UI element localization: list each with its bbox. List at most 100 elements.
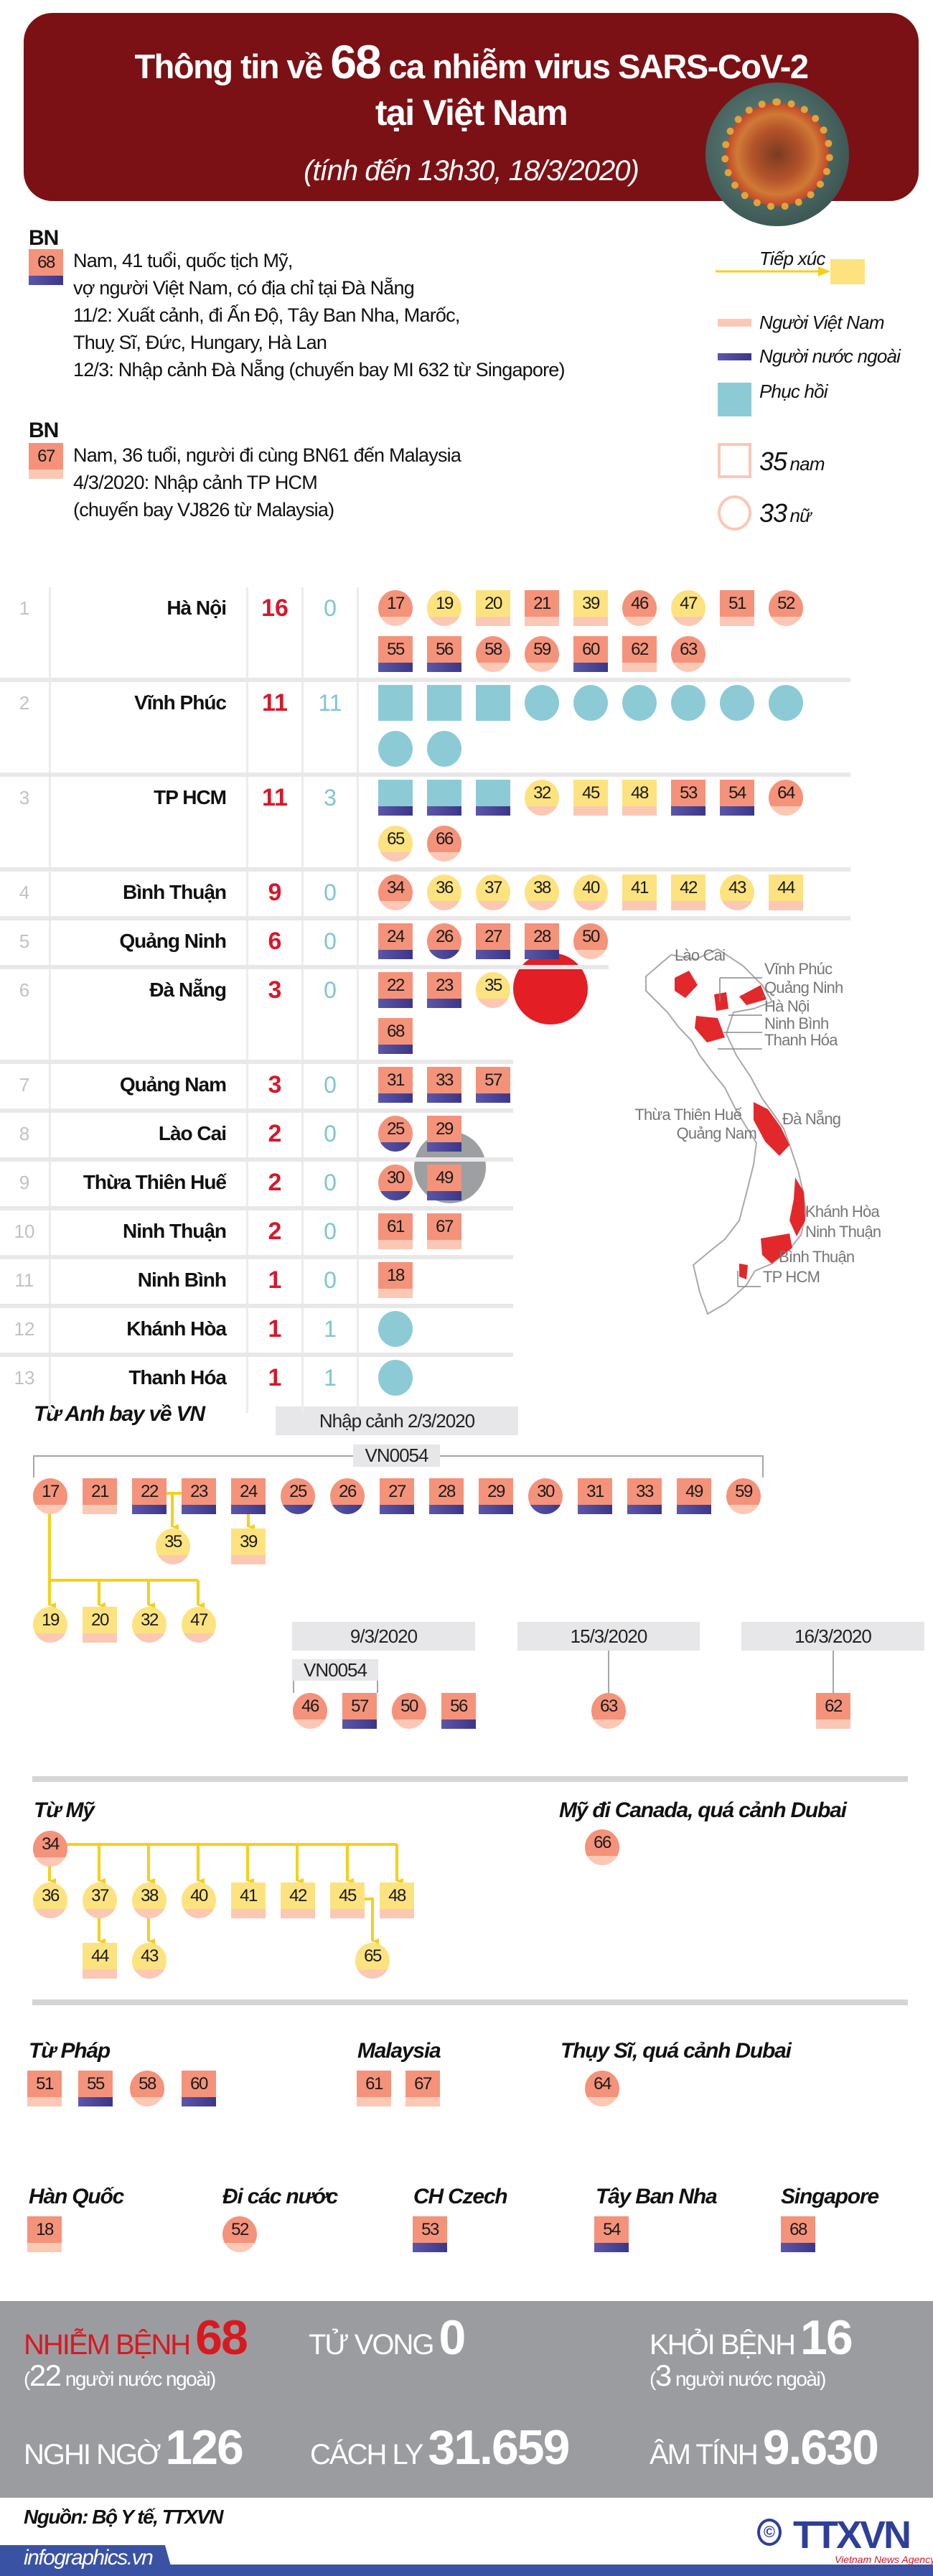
patient-number: 62: [816, 1693, 850, 1719]
province-rank: 12: [0, 1308, 51, 1353]
patient-number: 49: [677, 1478, 711, 1505]
patient-tile: 51: [720, 590, 754, 626]
foreign-marker: [427, 1142, 461, 1152]
province-row: 2 Vĩnh Phúc 11 11: [0, 682, 850, 777]
patient-number: [622, 685, 657, 721]
foreign-marker: [476, 806, 510, 816]
patient-tile: 34: [33, 1831, 67, 1867]
foreign-marker: [182, 1505, 216, 1514]
province-row: 4 Bình Thuận 9 0 34 36 37 38 40 41 42 43 44: [0, 872, 850, 920]
title-suffix: ca nhiễm virus SARS-CoV-2: [388, 47, 809, 85]
patient-number: 41: [231, 1882, 266, 1909]
recovered-patient-tile: [378, 1360, 413, 1396]
vietnamese-marker: [427, 901, 461, 910]
foreign-marker: [378, 1142, 413, 1152]
patient-tile: 33: [427, 1067, 461, 1103]
patient-tile: 40: [182, 1882, 216, 1918]
vietnamese-marker: [378, 901, 413, 910]
province-patients: 32 45 48 53 54 64 65 66: [359, 777, 850, 867]
patient-number: 33: [627, 1478, 662, 1505]
legend-vietnamese-label: Người Việt Nam: [759, 312, 884, 333]
vietnamese-marker: [525, 663, 559, 672]
patient-tile: 39: [573, 590, 608, 626]
patient-tile: 34: [378, 874, 413, 910]
patient-tile: 30: [528, 1478, 563, 1514]
province-patients: 30 49: [359, 1162, 513, 1206]
patient-tile: 68: [29, 249, 63, 285]
patient-tile: 47: [182, 1607, 216, 1643]
vietnamese-marker: [231, 1909, 266, 1918]
province-name: Hà Nội: [51, 587, 248, 678]
recovered-patient-tile: [378, 780, 413, 816]
patient-number: 55: [378, 636, 413, 663]
patient-tile: 37: [83, 1882, 117, 1918]
patient-tile: 23: [427, 972, 461, 1008]
legend-female-circle-icon: [718, 495, 751, 531]
patient-number: 61: [357, 2071, 391, 2097]
patient-tile: 21: [83, 1478, 117, 1514]
foreign-marker: [594, 2243, 629, 2252]
section-title-uk: Từ Anh bay về VN: [34, 1402, 205, 1426]
patient-tile: 43: [132, 1943, 167, 1979]
note-line: Nam, 41 tuổi, quốc tịch Mỹ,: [73, 250, 293, 271]
patient-tile: 28: [525, 923, 559, 959]
province-rank: 5: [0, 920, 51, 965]
vietnamese-marker: [622, 617, 657, 626]
patient-tile: 59: [726, 1478, 761, 1514]
province-rank: 8: [0, 1113, 51, 1157]
recovered-patient-tile: [476, 780, 510, 816]
patient-number: 61: [378, 1213, 413, 1240]
site-link[interactable]: infographics.vn: [24, 2546, 154, 2570]
province-row: 9 Thừa Thiên Huế 2 0 30 49: [0, 1162, 513, 1210]
logo-tagline: Vietnam News Agency: [835, 2554, 933, 2565]
patient-number: 36: [427, 874, 461, 901]
patient-tile: 25: [378, 1116, 413, 1152]
patient-tile: 38: [132, 1882, 167, 1918]
male-label: nam: [789, 453, 825, 475]
patient-tile: 65: [355, 1943, 390, 1979]
recovered-patient-tile: [378, 1311, 413, 1347]
vietnamese-marker: [427, 617, 461, 626]
legend-male: 35 nam: [759, 447, 825, 477]
patient-tile: 51: [27, 2071, 62, 2106]
foreign-marker: [378, 1045, 413, 1054]
patient-tile: 35: [156, 1529, 190, 1564]
patient-tile: 37: [476, 874, 510, 910]
foreign-marker: [427, 806, 461, 816]
recovered-patient-tile: [720, 685, 754, 721]
patient-number: 63: [671, 636, 705, 663]
patient-tile: 61: [378, 1213, 413, 1249]
patient-tile: 41: [231, 1882, 266, 1918]
patient-tile: 67: [427, 1213, 461, 1249]
province-row: 5 Quảng Ninh 6 0 24 26 27 28 50: [0, 920, 609, 969]
patient-tile: 61: [357, 2071, 391, 2106]
patient-tile: 36: [33, 1882, 67, 1918]
patient-tile: 46: [622, 590, 657, 626]
province-recovered: 0: [304, 872, 359, 916]
map-label: TP HCM: [763, 1268, 820, 1286]
patient-number: 30: [528, 1478, 563, 1505]
patient-tile: 63: [671, 636, 705, 672]
ttxvn-logo: © TTXVN Vietnam News Agency: [757, 2514, 933, 2565]
vietnamese-marker: [27, 2243, 62, 2252]
patient-number: 63: [591, 1693, 626, 1719]
vietnam-map: [645, 948, 807, 1315]
foreign-marker: [441, 1719, 476, 1729]
recovered-patient-tile: [525, 685, 559, 721]
patient-number: 60: [573, 636, 608, 663]
section-title-malaysia: Malaysia: [357, 2039, 441, 2063]
stat-value: 68: [195, 2310, 248, 2365]
footer-tab: [0, 2545, 174, 2576]
section-title-various: Đi các nước: [222, 2185, 338, 2208]
patient-number: 42: [671, 874, 705, 901]
patient-tile: 35: [476, 972, 510, 1008]
vietnamese-marker: [476, 999, 510, 1008]
vietnamese-marker: [427, 852, 461, 862]
patient-tile: 64: [585, 2071, 619, 2106]
patient-number: 44: [83, 1943, 117, 1969]
map-label: Lào Cai: [675, 946, 726, 964]
patient-number: [427, 780, 461, 806]
patient-tile: 33: [627, 1478, 662, 1514]
patient-tile: 19: [427, 590, 461, 626]
patient-number: 68: [378, 1018, 413, 1045]
